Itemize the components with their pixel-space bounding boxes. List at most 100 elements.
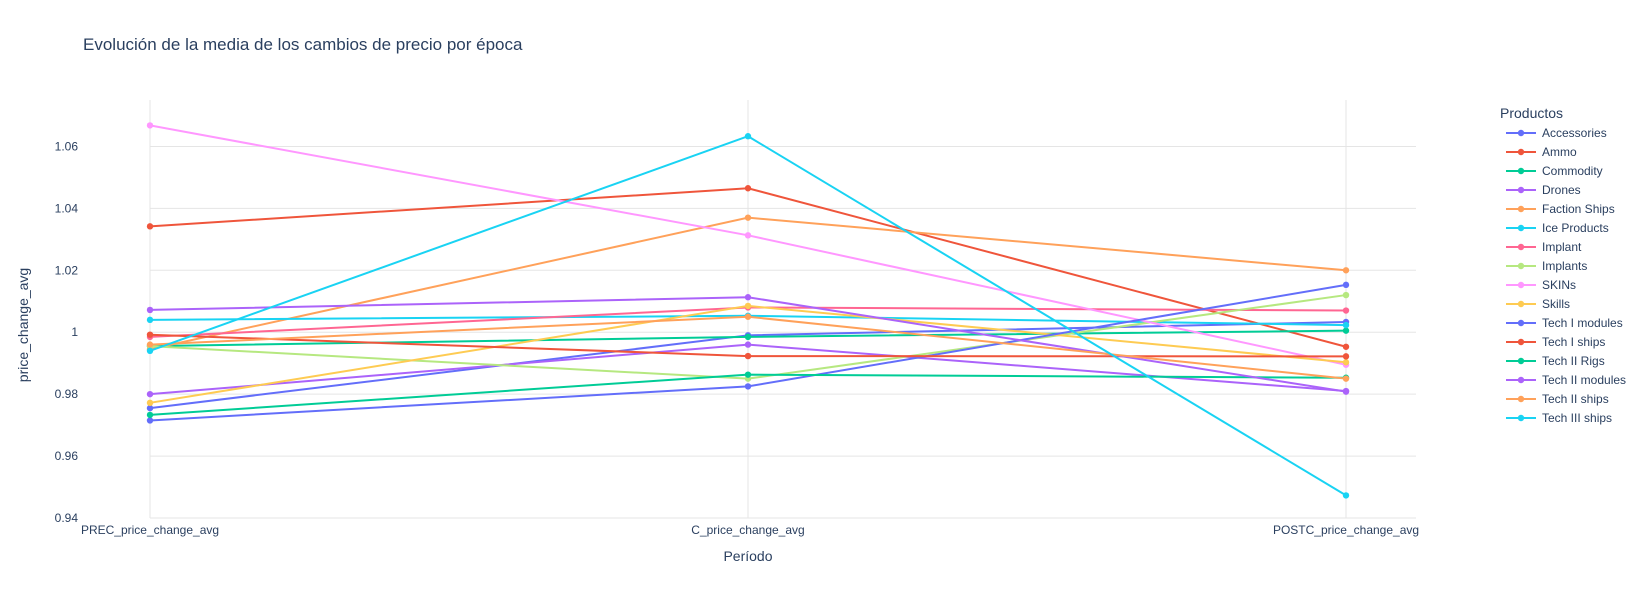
legend-label: Tech III ships: [1542, 411, 1612, 425]
data-point[interactable]: [744, 214, 752, 221]
y-tick-label: 1.02: [55, 263, 79, 277]
data-point[interactable]: [1342, 375, 1350, 382]
legend-label: Tech I modules: [1542, 316, 1623, 330]
legend-item[interactable]: Drones: [1506, 183, 1581, 197]
series-ammo: [146, 185, 1350, 350]
data-point[interactable]: [744, 294, 752, 301]
data-point[interactable]: [1342, 267, 1350, 274]
series-skills: [146, 302, 1350, 407]
legend-item[interactable]: Tech II ships: [1506, 392, 1609, 406]
series-layer: [146, 122, 1350, 499]
data-point[interactable]: [1342, 307, 1350, 314]
series-tech-ii-ships: [146, 313, 1350, 382]
data-point[interactable]: [146, 411, 154, 419]
data-point[interactable]: [146, 399, 154, 407]
legend-label: Ammo: [1542, 145, 1577, 159]
legend-item[interactable]: Ice Products: [1506, 221, 1609, 235]
data-point[interactable]: [1342, 388, 1350, 395]
data-point[interactable]: [744, 302, 752, 310]
legend-item[interactable]: Faction Ships: [1506, 202, 1615, 216]
data-point[interactable]: [1342, 359, 1350, 366]
legend-item[interactable]: SKINs: [1506, 278, 1576, 292]
data-point[interactable]: [744, 352, 752, 360]
data-point[interactable]: [744, 313, 752, 320]
y-tick-label: 1.06: [55, 139, 79, 153]
x-axis-title: Período: [723, 548, 772, 564]
legend-label: Implant: [1542, 240, 1582, 254]
chart-title: Evolución de la media de los cambios de …: [83, 35, 523, 54]
data-point[interactable]: [146, 223, 154, 230]
legend-marker: [1517, 319, 1525, 327]
data-point[interactable]: [146, 122, 154, 129]
legend-marker: [1517, 167, 1525, 175]
series-tech-iii-ships: [146, 133, 1350, 499]
legend-marker: [1517, 357, 1525, 365]
data-point[interactable]: [1342, 291, 1350, 299]
data-point[interactable]: [146, 316, 154, 324]
data-point[interactable]: [146, 417, 154, 424]
data-point[interactable]: [744, 333, 752, 341]
x-tick-label: PREC_price_change_avg: [81, 523, 219, 537]
legend-marker: [1517, 395, 1525, 403]
y-axis-ticks: 0.94 0.96 0.98 1 1.02 1.04 1.06: [55, 139, 79, 525]
data-point[interactable]: [146, 341, 154, 348]
legend-item[interactable]: Tech II Rigs: [1506, 354, 1605, 368]
data-point[interactable]: [1342, 327, 1350, 334]
data-point[interactable]: [146, 306, 154, 314]
legend-marker: [1517, 262, 1525, 270]
y-tick-label: 1.04: [55, 201, 79, 215]
legend-label: Drones: [1542, 183, 1581, 197]
legend-label: Ice Products: [1542, 221, 1609, 235]
data-point[interactable]: [1342, 281, 1350, 289]
data-point[interactable]: [1342, 343, 1350, 350]
legend-item[interactable]: Tech III ships: [1506, 411, 1612, 425]
legend-label: Implants: [1542, 259, 1587, 273]
data-point[interactable]: [146, 331, 154, 338]
y-tick-label: 0.94: [55, 511, 79, 525]
legend-item[interactable]: Tech I ships: [1506, 335, 1605, 349]
legend-item[interactable]: Commodity: [1506, 164, 1603, 178]
data-point[interactable]: [146, 404, 154, 412]
data-point[interactable]: [744, 371, 752, 378]
legend-item[interactable]: Ammo: [1506, 145, 1577, 159]
legend-label: Accessories: [1542, 126, 1607, 140]
data-point[interactable]: [146, 347, 154, 354]
legend-item[interactable]: Tech I modules: [1506, 316, 1623, 330]
y-tick-label: 0.98: [55, 387, 79, 401]
x-tick-label: POSTC_price_change_avg: [1273, 523, 1419, 537]
data-point[interactable]: [744, 341, 752, 348]
series-tech-i-modules: [146, 281, 1350, 424]
legend-marker: [1517, 338, 1525, 346]
data-point[interactable]: [1342, 353, 1350, 360]
legend-items: Accessories Ammo Commodity Drones Faction Sh…: [1506, 126, 1626, 425]
legend-item[interactable]: Tech II modules: [1506, 373, 1626, 387]
legend-label: Commodity: [1542, 164, 1603, 178]
legend-marker: [1517, 186, 1525, 194]
legend-label: Tech II modules: [1542, 373, 1626, 387]
series-tech-ii-modules: [146, 294, 1350, 395]
data-point[interactable]: [1342, 492, 1350, 499]
legend-item[interactable]: Skills: [1506, 297, 1570, 311]
data-point[interactable]: [744, 383, 752, 390]
x-axis-ticks: PREC_price_change_avg C_price_change_avg P…: [81, 523, 1419, 537]
legend-item[interactable]: Implant: [1506, 240, 1582, 254]
legend-label: Tech II ships: [1542, 392, 1609, 406]
legend-marker: [1517, 129, 1525, 137]
data-point[interactable]: [744, 133, 752, 140]
y-gridlines: [150, 145, 1416, 519]
legend-marker: [1517, 376, 1525, 384]
legend-label: SKINs: [1542, 278, 1576, 292]
data-point[interactable]: [744, 185, 752, 192]
x-tick-label: C_price_change_avg: [691, 523, 804, 537]
legend-title: Productos: [1500, 105, 1563, 121]
data-point[interactable]: [744, 232, 752, 239]
y-axis-title: price_change_avg: [15, 268, 31, 382]
legend-marker: [1517, 243, 1525, 251]
data-point[interactable]: [146, 390, 154, 398]
data-point[interactable]: [1342, 321, 1350, 329]
legend-label: Tech II Rigs: [1542, 354, 1605, 368]
legend-item[interactable]: Accessories: [1506, 126, 1607, 140]
legend-item[interactable]: Implants: [1506, 259, 1587, 273]
